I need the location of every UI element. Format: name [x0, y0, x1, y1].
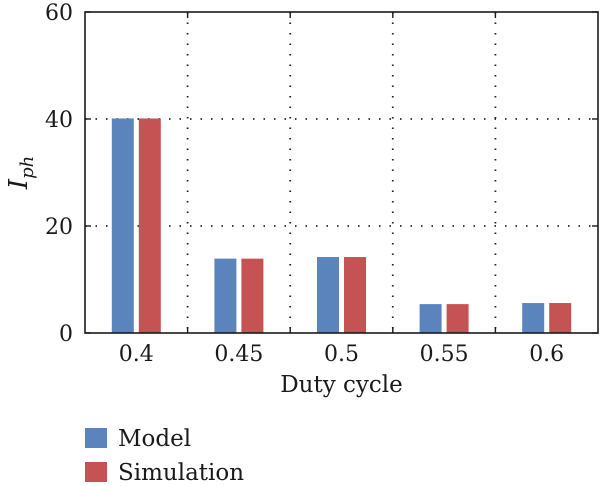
x-tick-label: 0.4 [119, 342, 154, 367]
bar-simulation [138, 118, 161, 333]
legend-swatch-simulation [85, 462, 107, 482]
y-axis-label: Iph [4, 156, 38, 190]
bar-simulation [446, 304, 469, 333]
axis-ticks [85, 11, 598, 334]
x-tick-label: 0.55 [420, 342, 469, 367]
bar-model [522, 303, 545, 333]
bar-simulation [344, 257, 366, 333]
y-tick-label: 60 [45, 1, 73, 26]
legend-label-model: Model [118, 426, 191, 452]
bar-model [214, 258, 237, 333]
grid-lines [85, 12, 598, 333]
bar-simulation [549, 303, 572, 333]
y-axis-label-sub: ph [17, 156, 38, 179]
y-tick-label: 20 [45, 215, 73, 240]
x-tick-label: 0.45 [214, 342, 263, 367]
bar-model [111, 118, 134, 333]
y-tick-labels: 0 20 40 60 [45, 1, 73, 347]
bar-simulation [241, 258, 264, 333]
y-tick-label: 0 [59, 322, 73, 347]
x-axis-label: Duty cycle [280, 372, 403, 398]
x-tick-labels: 0.4 0.45 0.5 0.55 0.6 [119, 342, 564, 367]
bar-model [317, 257, 339, 333]
y-tick-label: 40 [45, 108, 73, 133]
y-axis-label-main: I [4, 178, 34, 190]
legend-label-simulation: Simulation [118, 460, 244, 482]
bars [111, 118, 572, 333]
bar-model [419, 304, 442, 333]
plot-frame [84, 11, 599, 334]
x-tick-label: 0.5 [324, 342, 359, 367]
legend: Model Simulation [85, 426, 244, 486]
x-tick-label: 0.6 [529, 342, 564, 367]
legend-swatch-model [85, 428, 107, 448]
